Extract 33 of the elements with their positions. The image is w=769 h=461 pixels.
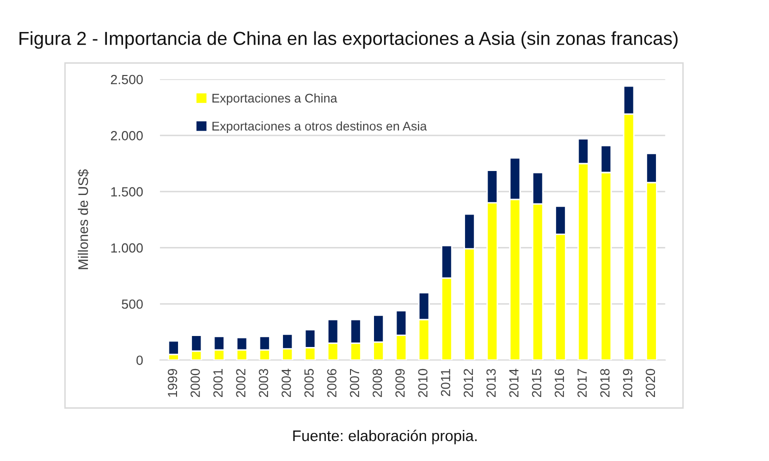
source-note: Fuente: elaboración propia.	[293, 430, 477, 444]
x-tick-label: 2004	[282, 368, 291, 398]
x-tick-label: 2015	[532, 368, 542, 398]
legend-label: Exportaciones a otros destinos en Asia	[212, 121, 427, 134]
x-tick-label: 2012	[464, 369, 474, 398]
x-tick-label: 2007	[350, 369, 360, 398]
y-axis-title: Millones de US$	[78, 169, 89, 270]
x-tick-label: 2017	[577, 369, 587, 398]
chart-title: Figura 2 - Importancia de China en las exportaciones a Asia (sin zonas francas)	[20, 31, 678, 49]
x-tick-label: 2002	[236, 369, 246, 398]
x-tick-label: 1999	[168, 368, 178, 397]
x-tick-label: 2013	[486, 368, 496, 398]
x-tick-label: 2011	[440, 369, 450, 396]
x-tick-label: 2010	[418, 368, 428, 398]
y-tick-label: 1.000	[111, 243, 143, 253]
x-tick-label: 2000	[190, 368, 200, 398]
y-tick-label: 0	[136, 356, 143, 365]
x-tick-label: 2001	[213, 369, 223, 398]
x-tick-label: 2020	[646, 368, 656, 398]
x-tick-label: 2006	[327, 368, 336, 398]
y-tick-label: 2.000	[110, 131, 143, 140]
x-tick-label: 2018	[600, 368, 610, 398]
y-tick-label: 2.500	[110, 74, 143, 84]
x-tick-label: 2003	[258, 368, 268, 398]
y-tick-label: 500	[122, 299, 143, 309]
x-tick-label: 2016	[554, 368, 564, 398]
x-tick-label: 2019	[622, 368, 632, 398]
y-tick-label: 1.500	[111, 187, 143, 196]
x-tick-label: 2008	[372, 368, 382, 398]
legend-label: Exportaciones a China	[212, 93, 338, 106]
x-tick-label: 2009	[395, 368, 405, 398]
x-tick-label: 2014	[509, 368, 519, 398]
x-tick-label: 2005	[304, 368, 314, 398]
